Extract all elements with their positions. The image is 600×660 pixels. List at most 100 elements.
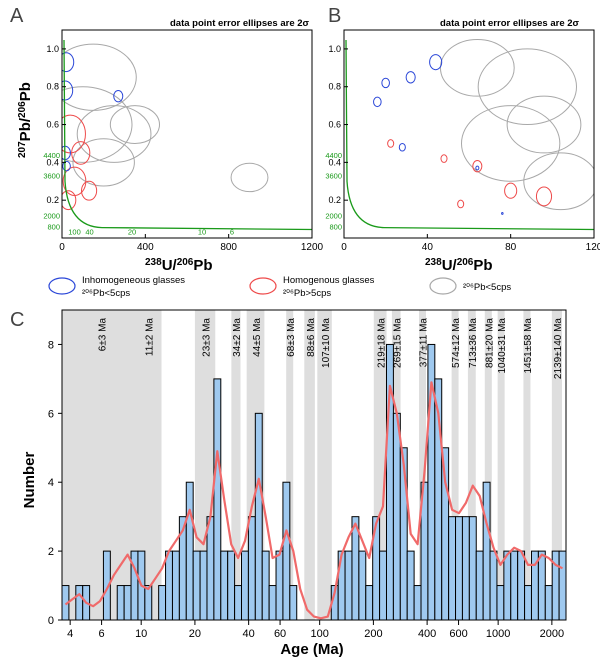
histogram-bar	[254, 412, 263, 621]
panel-c-frame	[61, 309, 567, 621]
data-ellipse	[62, 160, 71, 172]
age-label: 107±10 Ma	[321, 318, 332, 368]
panel-c-ylabel: Number	[21, 452, 38, 509]
data-ellipse	[523, 152, 594, 211]
legend-gray-line1: ²⁰⁶Pb<5cps	[463, 282, 511, 293]
legend-red-line2: ²⁰⁶Pb>5cps	[283, 288, 331, 299]
data-ellipse	[109, 105, 160, 144]
histogram-bar	[213, 378, 222, 621]
panel-a-note: data point error ellipses are 2σ	[170, 18, 310, 29]
histogram-bar	[116, 585, 125, 621]
x-tick-label: 1200	[301, 242, 324, 253]
legend: Inhomogeneous glasses ²⁰⁶Pb<5cps Homogen…	[48, 275, 511, 299]
kde-curve	[64, 381, 563, 620]
histogram-bar	[392, 412, 401, 621]
x-tick-label: 40	[243, 628, 255, 640]
age-label: 1451±58 Ma	[523, 318, 534, 374]
age-band	[231, 310, 241, 620]
histogram-bar	[247, 516, 256, 621]
data-ellipse	[72, 138, 135, 187]
panel-a-ylabel: 207Pb/206Pb	[17, 82, 34, 158]
data-ellipse	[477, 48, 577, 126]
data-ellipse	[76, 105, 152, 163]
histogram-bar	[558, 550, 567, 621]
histogram-bar	[282, 481, 291, 621]
data-ellipse	[475, 165, 480, 171]
histogram-bar	[144, 585, 153, 621]
age-band	[286, 310, 294, 620]
histogram-bar	[337, 550, 346, 621]
legend-red-line1: Homogenous glasses	[283, 275, 375, 286]
histogram-bar	[199, 550, 208, 621]
histogram-bar	[379, 550, 387, 621]
age-band	[497, 310, 505, 620]
data-ellipse	[62, 43, 137, 111]
y-tick-label: 2	[48, 546, 54, 558]
histogram-bar	[344, 550, 353, 621]
x-tick-label: 10	[135, 628, 147, 640]
data-ellipse	[457, 199, 465, 209]
histogram-bar	[524, 585, 532, 621]
concordia-age-label: 20	[128, 227, 136, 236]
data-ellipse	[535, 186, 553, 207]
legend-swatch-red	[249, 277, 277, 295]
concordia-age-label: 3600	[43, 172, 60, 181]
data-ellipse	[405, 71, 416, 84]
x-tick-label: 1000	[486, 628, 510, 640]
concordia-age-label: 100	[68, 227, 81, 236]
y-tick-label: 8	[48, 339, 54, 351]
x-tick-label: 0	[59, 242, 65, 253]
age-band	[62, 310, 134, 620]
x-tick-label: 2000	[540, 628, 564, 640]
panel-b-note: data point error ellipses are 2σ	[440, 18, 580, 29]
y-tick-label: 1.0	[46, 44, 59, 54]
age-label: 68±3 Ma	[286, 318, 297, 357]
panel-b-plot	[345, 38, 594, 231]
y-tick-label: 1.0	[328, 44, 341, 54]
histogram-bar	[75, 585, 84, 621]
data-ellipse	[387, 139, 395, 148]
data-ellipse	[71, 141, 91, 165]
age-band	[551, 310, 562, 620]
data-ellipse	[81, 180, 98, 201]
x-tick-label: 20	[189, 628, 201, 640]
age-label: 6±3 Ma	[98, 318, 109, 352]
histogram-bar	[489, 550, 498, 621]
data-ellipse	[429, 54, 443, 71]
age-label: 574±12 Ma	[451, 318, 462, 368]
data-ellipse	[472, 159, 483, 173]
data-ellipse	[62, 52, 75, 73]
x-tick-label: 400	[137, 242, 154, 253]
x-tick-label: 40	[422, 242, 434, 253]
histogram-bar	[537, 550, 546, 621]
histogram-bar	[241, 550, 249, 621]
data-ellipse	[501, 211, 504, 215]
data-ellipse	[440, 154, 448, 163]
concordia-age-label: 6	[230, 227, 234, 236]
age-label: 269±15 Ma	[392, 318, 403, 368]
panel-b-frame	[343, 29, 595, 239]
panel-c-letter: C	[10, 309, 24, 331]
x-tick-label: 60	[274, 628, 286, 640]
legend-swatch-gray	[429, 277, 457, 295]
age-label: 11±2 Ma	[145, 318, 156, 357]
data-ellipse	[113, 90, 124, 103]
histogram-bar	[234, 585, 243, 621]
x-tick-label: 4	[67, 628, 73, 640]
panel-a-letter: A	[10, 5, 24, 27]
histogram-bar	[482, 481, 491, 621]
histogram-bar	[206, 516, 215, 621]
data-ellipse	[461, 105, 561, 182]
data-ellipse	[439, 38, 515, 97]
panel-a-axes: 0.2 0.4 0.6 0.8 1.0 0 400 800 1200 4400 3600 2000 80…	[43, 44, 323, 253]
age-label: 88±6 Ma	[306, 318, 317, 357]
histogram-bar	[413, 585, 422, 621]
panel-b-letter: B	[328, 5, 341, 27]
data-ellipse	[506, 95, 582, 154]
y-tick-label: 0	[48, 615, 54, 627]
y-tick-label: 0.4	[46, 157, 59, 167]
x-tick-label: 6	[99, 628, 105, 640]
concordia-curve	[345, 39, 594, 231]
x-tick-label: 120	[586, 242, 600, 253]
panel-a-xlabel: 238U/206Pb	[145, 257, 213, 274]
